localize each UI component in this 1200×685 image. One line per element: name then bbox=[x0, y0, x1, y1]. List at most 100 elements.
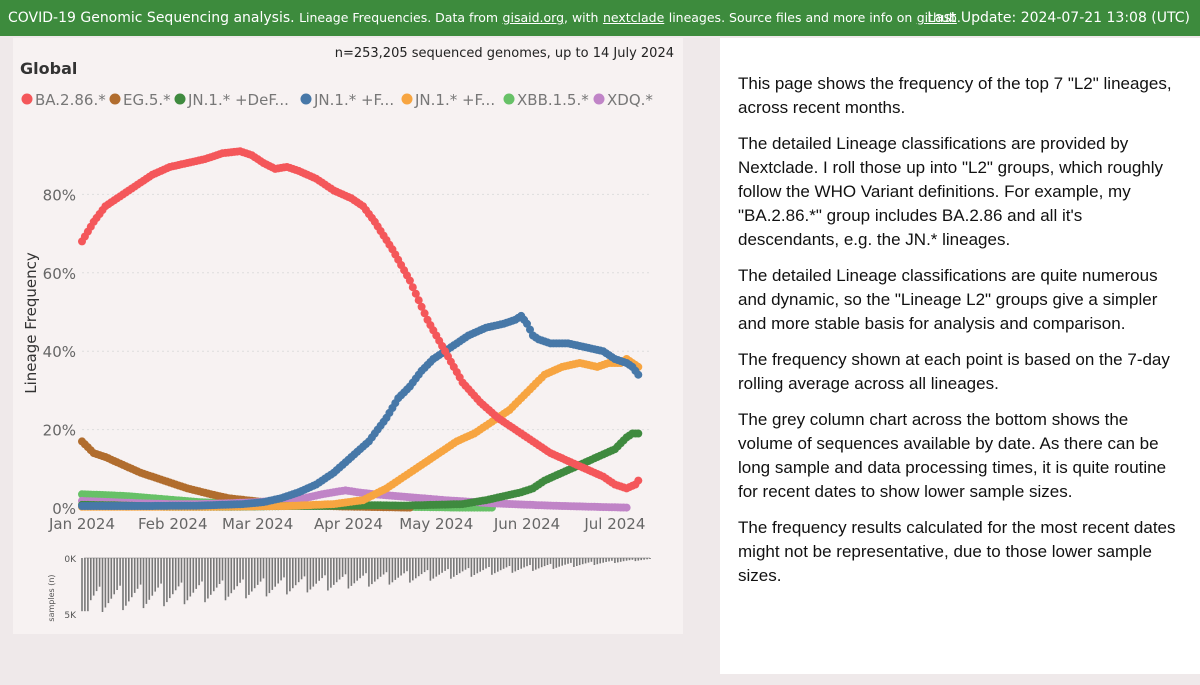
plot-area bbox=[78, 147, 643, 512]
header-title-line: COVID-19 Genomic Sequencing analysis. Li… bbox=[8, 10, 961, 26]
chart-note: n=253,205 sequenced genomes, up to 14 Ju… bbox=[335, 46, 674, 61]
sample-bar bbox=[470, 558, 473, 577]
sample-bar bbox=[95, 558, 98, 592]
sample-bar bbox=[584, 558, 587, 564]
sample-bar bbox=[435, 558, 438, 577]
sample-bar bbox=[417, 558, 420, 577]
data-point bbox=[634, 476, 643, 485]
sample-bar bbox=[353, 558, 356, 584]
sample-bar bbox=[567, 558, 569, 564]
sample-bar bbox=[593, 558, 596, 565]
sample-bar bbox=[543, 558, 546, 567]
sample-bar bbox=[450, 558, 452, 579]
sample-bar bbox=[210, 558, 212, 595]
sample-bar bbox=[365, 558, 367, 574]
sample-bar bbox=[555, 558, 558, 568]
sample-bar bbox=[376, 558, 379, 580]
sample-bar bbox=[189, 558, 192, 597]
sample-bar bbox=[239, 558, 241, 583]
sample-bar bbox=[242, 558, 244, 580]
legend-marker bbox=[300, 93, 312, 105]
sample-bar bbox=[265, 558, 268, 597]
sample-bar bbox=[637, 558, 640, 561]
sample-bar bbox=[160, 558, 162, 584]
sample-bar bbox=[104, 558, 107, 608]
samples-tick-label: 0K bbox=[64, 555, 77, 565]
sample-bar bbox=[248, 558, 250, 595]
sample-bar bbox=[415, 558, 417, 579]
sample-bar bbox=[549, 558, 552, 564]
y-axis-label: Lineage Frequency bbox=[22, 252, 40, 394]
gisaid-link[interactable]: gisaid.org bbox=[502, 10, 565, 25]
sample-bar bbox=[400, 558, 402, 576]
sample-bar bbox=[423, 558, 426, 573]
sample-bar bbox=[502, 558, 505, 569]
sample-bar bbox=[576, 558, 578, 566]
sample-bar bbox=[494, 558, 496, 574]
sample-bar bbox=[441, 558, 443, 573]
sample-bar bbox=[453, 558, 455, 577]
sample-bar bbox=[303, 558, 306, 577]
header-subtitle-c: lineages. Source files and more info on bbox=[668, 10, 913, 25]
sample-bar bbox=[321, 558, 323, 579]
sample-bar bbox=[128, 558, 130, 602]
sample-bar bbox=[274, 558, 276, 587]
sample-bar bbox=[192, 558, 195, 593]
sample-bar bbox=[643, 558, 645, 560]
sample-bar bbox=[195, 558, 197, 589]
sample-bar bbox=[382, 558, 385, 575]
info-paragraph: The detailed Lineage classifications are… bbox=[738, 266, 1158, 333]
info-text: This page shows the frequency of the top… bbox=[738, 72, 1178, 600]
sample-bar bbox=[497, 558, 499, 572]
sample-bar bbox=[338, 558, 341, 580]
sample-bar bbox=[306, 558, 309, 593]
sample-bar bbox=[625, 558, 628, 561]
sample-bar bbox=[482, 558, 484, 571]
legend-marker bbox=[174, 93, 186, 105]
sample-bar bbox=[581, 558, 584, 565]
sample-bar bbox=[608, 558, 610, 562]
sample-bar bbox=[230, 558, 233, 594]
sample-bar bbox=[573, 558, 575, 567]
sample-bar bbox=[151, 558, 154, 596]
series-ba-2-86- bbox=[78, 147, 643, 493]
sample-bar bbox=[517, 558, 519, 570]
chart-panel: n=253,205 sequenced genomes, up to 14 Ju… bbox=[13, 38, 683, 634]
legend: BA.2.86.* EG.5.* JN.1.* +DeF... JN.1.* +F..… bbox=[21, 91, 653, 109]
x-tick-label: Mar 2024 bbox=[222, 515, 293, 533]
sample-bar bbox=[537, 558, 540, 569]
sample-bar bbox=[245, 558, 247, 599]
sample-bar bbox=[476, 558, 479, 574]
sample-bar bbox=[204, 558, 206, 603]
samples-chart: 0K 5K bbox=[64, 555, 651, 621]
sample-bar bbox=[236, 558, 238, 587]
sample-bar bbox=[368, 558, 370, 587]
github-link[interactable]: github bbox=[916, 10, 957, 25]
sample-bar bbox=[259, 558, 262, 582]
sample-bar bbox=[166, 558, 168, 603]
x-axis: Jan 2024 Feb 2024 Mar 2024 Apr 2024 May 2024… bbox=[48, 515, 645, 533]
sample-bar bbox=[397, 558, 399, 578]
sample-bar bbox=[438, 558, 440, 575]
sample-bar bbox=[602, 558, 604, 563]
sample-bar bbox=[552, 558, 555, 569]
sample-bar bbox=[403, 558, 405, 574]
sample-bar bbox=[526, 558, 528, 567]
sample-bar bbox=[122, 558, 124, 611]
x-tick-label: Jun 2024 bbox=[493, 515, 560, 533]
sample-bar bbox=[163, 558, 165, 607]
sample-bar bbox=[447, 558, 449, 570]
sample-bar bbox=[634, 558, 637, 562]
last-update: Last Update: 2024-07-21 13:08 (UTC) bbox=[927, 10, 1190, 26]
sample-bar bbox=[532, 558, 534, 571]
sample-bar bbox=[505, 558, 508, 568]
sample-bar bbox=[253, 558, 256, 589]
sample-bar bbox=[508, 558, 511, 566]
sample-bar bbox=[619, 558, 622, 562]
sample-bar bbox=[183, 558, 186, 605]
sample-bar bbox=[347, 558, 350, 589]
sample-bar bbox=[458, 558, 461, 574]
header-subtitle-b: , with bbox=[564, 10, 599, 25]
nextclade-link[interactable]: nextclade bbox=[602, 10, 665, 25]
info-panel: This page shows the frequency of the top… bbox=[720, 38, 1200, 674]
